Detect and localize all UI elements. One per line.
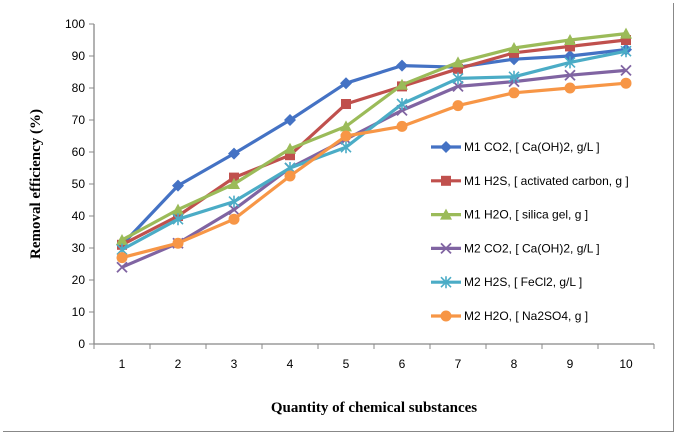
legend-label: M1 H2S, [ activated carbon, g ] xyxy=(464,174,629,188)
data-point xyxy=(396,78,408,90)
data-point xyxy=(341,99,351,109)
x-tick-label: 2 xyxy=(175,357,182,371)
data-point xyxy=(116,252,128,264)
legend-label: M2 H2O, [ Na2SO4, g ] xyxy=(464,309,588,323)
y-tick-label: 30 xyxy=(72,241,86,255)
data-point xyxy=(620,27,632,39)
series-3 xyxy=(116,27,632,245)
legend-marker xyxy=(440,310,452,322)
y-tick-label: 80 xyxy=(72,81,86,95)
data-point xyxy=(620,45,632,58)
data-point xyxy=(453,63,463,74)
data-point xyxy=(564,82,576,94)
data-point xyxy=(564,34,576,45)
x-tick-label: 7 xyxy=(455,357,462,371)
data-point xyxy=(340,120,352,132)
series-line xyxy=(121,81,627,260)
data-point xyxy=(284,114,296,126)
data-point xyxy=(396,98,408,110)
data-point xyxy=(452,100,464,112)
data-point xyxy=(340,141,352,154)
legend-item: M1 CO2, [ Ca(OH)2, g/L ] xyxy=(431,140,600,154)
data-point xyxy=(172,179,184,192)
series-line xyxy=(120,48,627,246)
legend-marker xyxy=(440,208,452,220)
data-point xyxy=(228,178,240,189)
y-tick-label: 40 xyxy=(72,209,86,223)
data-point xyxy=(564,69,576,81)
series-line xyxy=(121,68,627,269)
x-tick-label: 6 xyxy=(399,357,406,371)
data-point xyxy=(620,77,632,89)
y-tick-label: 50 xyxy=(72,177,86,191)
legend-label: M1 CO2, [ Ca(OH)2, g/L ] xyxy=(464,140,600,154)
data-point xyxy=(284,170,296,182)
series-5 xyxy=(116,45,632,256)
x-tick-label: 8 xyxy=(511,357,518,371)
data-point xyxy=(396,59,408,72)
data-point xyxy=(116,234,128,245)
data-point xyxy=(228,213,240,225)
chart-frame xyxy=(3,3,674,432)
data-point xyxy=(564,56,576,69)
legend-item: M1 H2S, [ activated carbon, g ] xyxy=(431,174,629,188)
legend-item: M2 H2O, [ Na2SO4, g ] xyxy=(431,309,588,323)
data-point xyxy=(285,150,295,161)
x-tick-label: 5 xyxy=(343,357,350,371)
legend-item: M2 H2S, [ FeCl2, g/L ] xyxy=(431,275,582,289)
data-point xyxy=(565,41,575,52)
legend-label: M1 H2O, [ silica gel, g ] xyxy=(464,208,588,222)
data-point xyxy=(116,261,128,273)
data-point xyxy=(172,237,184,249)
legend-marker xyxy=(441,175,451,186)
legend-marker xyxy=(440,276,452,289)
data-point xyxy=(508,42,520,53)
x-tick-label: 3 xyxy=(231,357,238,371)
data-point xyxy=(228,147,240,160)
data-point xyxy=(229,172,239,183)
y-tick-label: 0 xyxy=(78,337,85,351)
x-tick-label: 1 xyxy=(119,357,126,371)
legend-label: M2 CO2, [ Ca(OH)2, g/L ] xyxy=(464,241,600,255)
data-point xyxy=(228,203,240,216)
x-tick-label: 10 xyxy=(619,357,633,371)
x-tick-label: 9 xyxy=(567,357,574,371)
y-axis-label: Removal efficiency (%) xyxy=(28,109,44,259)
series-1 xyxy=(116,43,632,251)
y-tick-label: 100 xyxy=(65,17,85,31)
legend-marker xyxy=(440,242,452,255)
data-point xyxy=(452,56,464,68)
x-axis-label: Quantity of chemical substances xyxy=(271,400,477,416)
data-point xyxy=(452,72,464,85)
data-point xyxy=(340,130,352,142)
data-point xyxy=(396,120,408,132)
y-tick-label: 70 xyxy=(72,113,86,127)
y-tick-label: 10 xyxy=(72,305,86,319)
data-point xyxy=(621,35,631,45)
data-point xyxy=(508,70,520,83)
y-tick-label: 90 xyxy=(72,49,86,63)
data-point xyxy=(172,203,184,215)
data-point xyxy=(172,213,184,226)
series-6 xyxy=(116,77,632,264)
data-point xyxy=(620,64,632,77)
legend-label: M2 H2S, [ FeCl2, g/L ] xyxy=(464,275,582,289)
legend-marker xyxy=(440,141,452,153)
data-point xyxy=(508,87,520,99)
data-point xyxy=(228,195,240,208)
data-point xyxy=(452,80,464,93)
data-point xyxy=(340,77,352,90)
y-tick-label: 20 xyxy=(72,273,86,287)
legend-item: M2 CO2, [ Ca(OH)2, g/L ] xyxy=(431,241,600,255)
legend-item: M1 H2O, [ silica gel, g ] xyxy=(431,208,588,222)
series-line xyxy=(121,32,627,242)
data-point xyxy=(284,142,296,154)
x-tick-label: 4 xyxy=(287,357,294,371)
series-line xyxy=(121,49,627,252)
y-tick-label: 60 xyxy=(72,145,86,159)
